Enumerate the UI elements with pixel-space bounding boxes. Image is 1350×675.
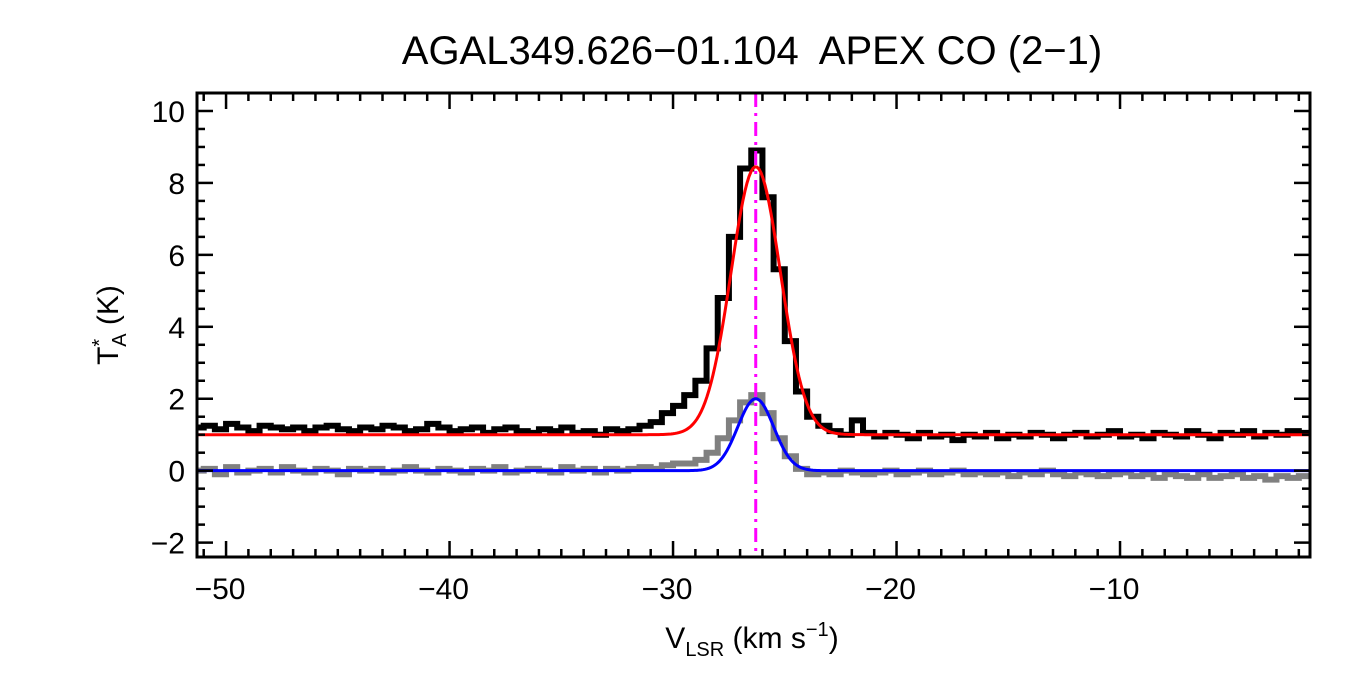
y-tick-label: 4 [168, 312, 185, 345]
x-label-sup: −1 [806, 619, 829, 641]
gaussian-fit-red [197, 165, 1309, 437]
series-group [197, 93, 1310, 557]
x-tick-label: −50 [195, 573, 246, 606]
x-tick-label: −10 [1089, 573, 1140, 606]
x-tick-label: −40 [418, 573, 469, 606]
x-tick-label: −20 [865, 573, 916, 606]
y-tick-label: 10 [152, 96, 185, 129]
y-label-sub: A [109, 333, 131, 347]
x-tick-label: −30 [642, 573, 693, 606]
y-label-main: T [92, 347, 125, 365]
gaussian-fit-blue [197, 397, 1309, 473]
x-label-rest: (km s [724, 622, 806, 655]
y-tick-label: −2 [151, 528, 185, 561]
y-axis-label: T*A (K) [89, 285, 131, 365]
spectrum-histogram-grey [197, 392, 1310, 483]
y-tick-label: 0 [168, 456, 185, 489]
x-axis-label: VLSR (km s−1) [665, 619, 838, 661]
y-tick-label: 2 [168, 384, 185, 417]
x-label-main: V [665, 622, 685, 655]
y-tick-label: 8 [168, 168, 185, 201]
x-label-close: ) [829, 622, 839, 655]
chart-title: AGAL349.626−01.104 APEX CO (2−1) [402, 29, 1102, 73]
y-label-sup: * [89, 339, 111, 347]
x-label-sub: LSR [685, 639, 724, 661]
y-tick-label: 6 [168, 240, 185, 273]
y-label-rest: (K) [92, 285, 125, 333]
plot-frame [195, 91, 1312, 559]
plot-area [197, 93, 1310, 557]
